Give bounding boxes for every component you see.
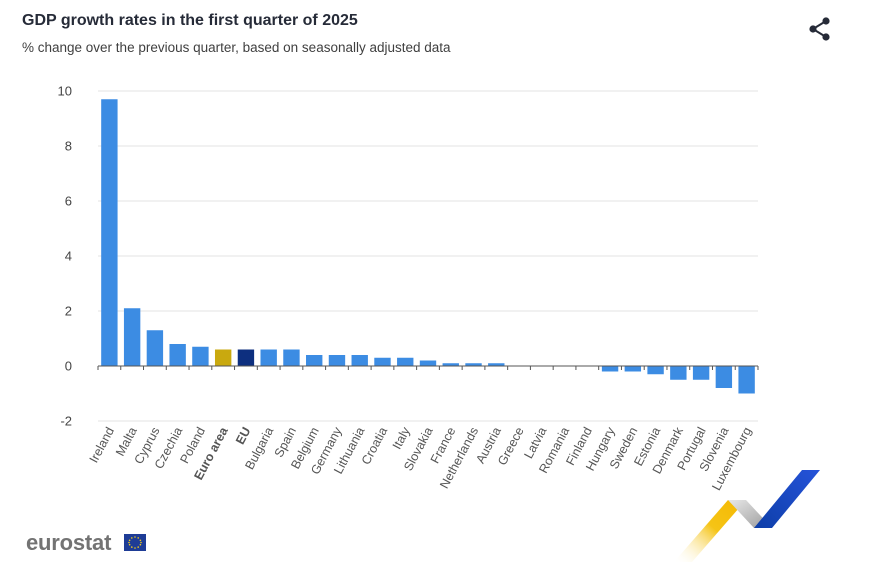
decorative-chevron-graphic <box>674 470 820 562</box>
y-tick-label: 4 <box>65 249 72 264</box>
y-tick-label: 10 <box>58 84 72 99</box>
bar-malta <box>123 308 141 366</box>
eu-flag-icon <box>124 534 146 551</box>
bar-slovakia <box>419 360 437 366</box>
gdp-bar-chart: -20246810IrelandMaltaCyprusCzechiaPoland… <box>58 84 759 493</box>
x-tick-label: Ireland <box>87 425 117 465</box>
bar-lithuania <box>351 355 368 366</box>
bar-cyprus <box>146 330 164 366</box>
y-tick-label: 8 <box>65 139 72 154</box>
share-icon[interactable] <box>806 15 834 43</box>
bar-spain <box>283 349 300 366</box>
bar-netherlands <box>465 363 482 366</box>
bar-germany <box>328 355 346 366</box>
bar-belgium <box>306 355 323 366</box>
y-tick-label: 0 <box>65 359 72 374</box>
y-tick-label: 2 <box>65 304 72 319</box>
bar-croatia <box>374 357 391 366</box>
bar-hungary <box>601 366 619 372</box>
bar-eu <box>237 349 255 366</box>
bar-portugal <box>692 366 710 380</box>
bar-denmark <box>670 366 687 380</box>
bar-italy <box>397 357 414 366</box>
y-tick-label: 6 <box>65 194 72 209</box>
y-tick-label: -2 <box>60 414 72 429</box>
x-tick-label: Italy <box>390 424 413 451</box>
bar-sweden <box>624 366 642 372</box>
x-tick-label: EU <box>233 425 254 447</box>
bar-slovenia <box>715 366 733 388</box>
bar-estonia <box>647 366 664 375</box>
bar-austria <box>488 363 505 366</box>
eurostat-logo: eurostat <box>26 530 112 555</box>
bar-bulgaria <box>260 349 277 366</box>
bar-france <box>442 363 459 366</box>
chart-subtitle: % change over the previous quarter, base… <box>22 40 451 55</box>
bar-luxembourg <box>738 366 755 394</box>
bar-ireland <box>101 99 118 366</box>
bar-euro-area <box>214 349 232 366</box>
bar-poland <box>192 346 209 366</box>
bar-czechia <box>169 344 186 366</box>
chart-title: GDP growth rates in the first quarter of… <box>22 12 358 29</box>
